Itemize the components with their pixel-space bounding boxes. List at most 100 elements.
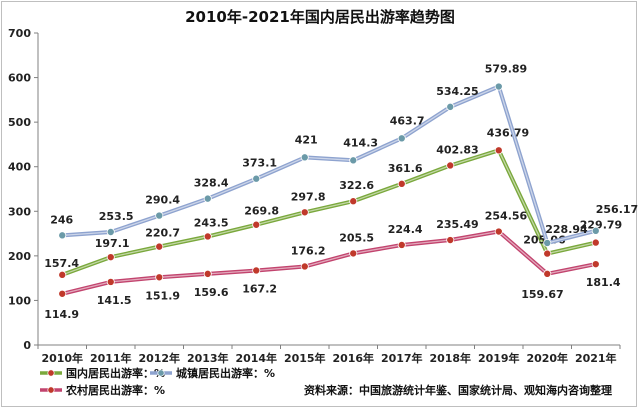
y-tick-label: 100 xyxy=(8,294,31,307)
y-tick-label: 200 xyxy=(8,250,31,263)
domestic-rate-label: 229.79 xyxy=(580,219,622,232)
domestic-rate-line-highlight xyxy=(62,149,596,276)
x-tick-label: 2013年 xyxy=(187,351,229,365)
urban-rate-marker xyxy=(106,228,115,237)
legend-label: 国内居民出游率：% xyxy=(66,366,165,380)
domestic-rate-label: 243.5 xyxy=(194,216,229,229)
domestic-rate-marker xyxy=(203,232,212,241)
rural-rate-marker xyxy=(543,269,552,278)
domestic-rate-marker xyxy=(300,208,309,217)
rural-rate-line-highlight xyxy=(62,230,596,295)
rural-rate-marker xyxy=(155,273,164,282)
urban-rate-line-highlight xyxy=(62,85,596,244)
domestic-rate-marker xyxy=(252,220,261,229)
rural-rate-label: 205.5 xyxy=(339,231,374,244)
y-tick-label: 700 xyxy=(8,27,31,40)
rural-rate-marker xyxy=(349,249,358,258)
domestic-rate-marker xyxy=(397,179,406,188)
domestic-rate-label: 297.8 xyxy=(291,190,326,203)
urban-rate-label: 228.94 xyxy=(545,223,588,236)
x-tick-label: 2010年 xyxy=(41,351,83,365)
legend-swatch-marker xyxy=(47,369,55,377)
rural-rate-label: 181.4 xyxy=(586,276,621,289)
domestic-rate-marker xyxy=(543,249,552,258)
legend-swatch-marker xyxy=(157,369,165,377)
urban-rate-marker xyxy=(494,82,503,91)
urban-rate-marker xyxy=(203,194,212,203)
rural-rate-marker xyxy=(300,262,309,271)
domestic-rate-label: 436.79 xyxy=(487,126,529,139)
urban-rate-label: 421 xyxy=(295,133,318,146)
domestic-rate-label: 402.83 xyxy=(436,143,478,156)
rural-rate-marker xyxy=(106,277,115,286)
urban-rate-label: 463.7 xyxy=(390,114,425,127)
x-tick-label: 2017年 xyxy=(381,351,423,365)
rural-rate-marker xyxy=(58,289,67,298)
chart-title: 2010年-2021年国内居民出游率趋势图 xyxy=(185,8,455,26)
urban-rate-label: 290.4 xyxy=(145,194,180,207)
x-tick-label: 2011年 xyxy=(90,351,132,365)
y-tick-label: 600 xyxy=(8,72,31,85)
legend-label: 农村居民出游率：% xyxy=(65,383,165,397)
urban-rate-marker xyxy=(591,226,600,235)
x-tick-label: 2015年 xyxy=(284,351,326,365)
domestic-rate-label: 197.1 xyxy=(95,237,130,250)
x-tick-label: 2021年 xyxy=(575,351,617,365)
y-tick-label: 0 xyxy=(23,339,31,352)
urban-rate-marker xyxy=(349,156,358,165)
urban-rate-label: 256.17 xyxy=(596,203,638,216)
x-tick-label: 2016年 xyxy=(332,351,374,365)
domestic-rate-label: 322.6 xyxy=(339,179,374,192)
y-tick-label: 300 xyxy=(8,205,31,218)
urban-rate-label: 414.3 xyxy=(343,136,378,149)
rural-rate-marker xyxy=(397,240,406,249)
domestic-rate-marker xyxy=(58,270,67,279)
legend-swatch-marker xyxy=(47,386,55,394)
rural-rate-marker xyxy=(446,236,455,245)
domestic-rate-marker xyxy=(446,161,455,170)
domestic-rate-label: 157.4 xyxy=(44,257,79,270)
rural-rate-label: 159.67 xyxy=(521,288,563,301)
source-note: 资料来源：中国旅游统计年鉴、国家统计局、观知海内咨询整理 xyxy=(304,383,612,397)
y-tick-label: 400 xyxy=(8,161,31,174)
urban-rate-label: 246 xyxy=(50,213,73,226)
domestic-rate-label: 361.6 xyxy=(388,162,423,175)
rural-rate-marker xyxy=(252,266,261,275)
urban-rate-marker xyxy=(543,238,552,247)
rural-rate-label: 254.56 xyxy=(485,210,528,223)
domestic-rate-marker xyxy=(494,146,503,155)
rural-rate-label: 235.49 xyxy=(436,218,478,231)
x-tick-label: 2012年 xyxy=(138,351,180,365)
rural-rate-marker xyxy=(591,260,600,269)
domestic-rate-label: 220.7 xyxy=(145,227,180,240)
rural-rate-line xyxy=(61,229,597,296)
rural-rate-marker xyxy=(494,227,503,236)
urban-rate-marker xyxy=(446,102,455,111)
rural-rate-label: 167.2 xyxy=(242,282,277,295)
domestic-rate-marker xyxy=(155,242,164,251)
urban-rate-marker xyxy=(300,153,309,162)
rural-rate-label: 159.6 xyxy=(194,286,229,299)
urban-rate-marker xyxy=(155,211,164,220)
x-tick-label: 2014年 xyxy=(235,351,277,365)
domestic-rate-marker xyxy=(106,253,115,262)
rural-rate-label: 151.9 xyxy=(145,289,180,302)
rural-rate-label: 224.4 xyxy=(388,223,423,236)
rural-rate-label: 114.9 xyxy=(44,308,79,321)
urban-rate-label: 534.25 xyxy=(436,85,478,98)
x-tick-label: 2020年 xyxy=(526,351,568,365)
domestic-rate-label: 269.8 xyxy=(244,205,279,218)
domestic-rate-marker xyxy=(591,238,600,247)
rural-rate-label: 176.2 xyxy=(291,244,326,257)
urban-rate-marker xyxy=(252,174,261,183)
urban-rate-label: 328.4 xyxy=(194,177,229,190)
rural-rate-label: 141.5 xyxy=(97,294,132,307)
urban-rate-label: 579.89 xyxy=(485,63,527,76)
domestic-rate-marker xyxy=(349,197,358,206)
rural-rate-marker xyxy=(203,269,212,278)
y-tick-label: 500 xyxy=(8,116,31,129)
x-tick-label: 2018年 xyxy=(429,351,471,365)
urban-rate-marker xyxy=(397,134,406,143)
